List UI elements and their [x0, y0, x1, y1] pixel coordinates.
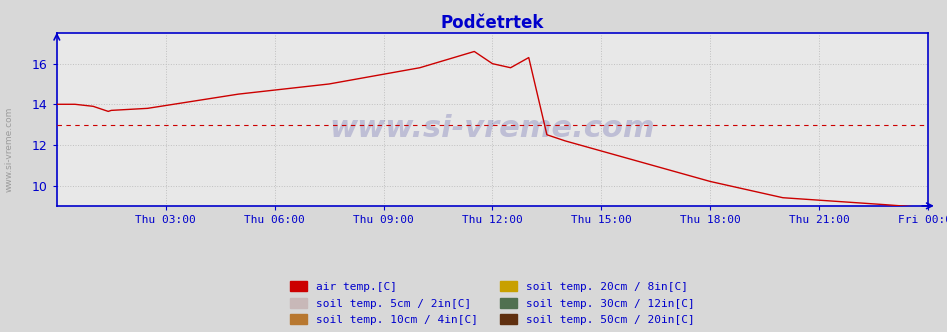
Legend: air temp.[C], soil temp. 5cm / 2in[C], soil temp. 10cm / 4in[C], soil temp. 20cm: air temp.[C], soil temp. 5cm / 2in[C], s…: [286, 277, 699, 329]
Text: www.si-vreme.com: www.si-vreme.com: [5, 107, 14, 192]
Text: www.si-vreme.com: www.si-vreme.com: [330, 114, 655, 143]
Title: Podčetrtek: Podčetrtek: [440, 14, 545, 32]
